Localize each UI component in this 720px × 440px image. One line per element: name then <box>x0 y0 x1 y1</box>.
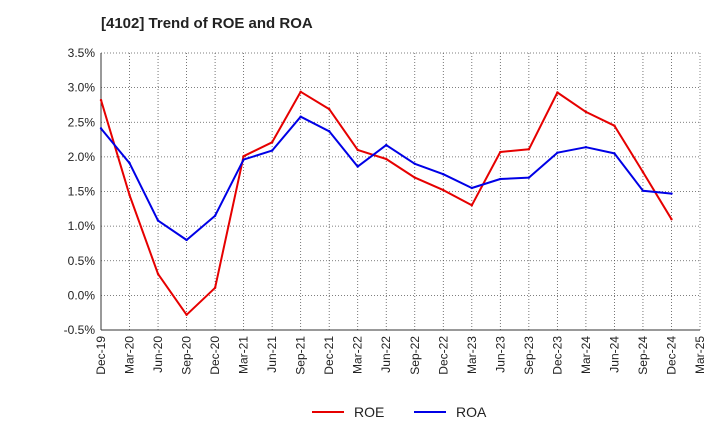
data-point-roa <box>499 177 502 181</box>
x-tick-label: Mar-25 <box>693 336 707 374</box>
data-point-roa <box>385 143 388 147</box>
data-point-roe <box>299 90 302 93</box>
data-point-roa <box>470 186 474 190</box>
x-tick-label: Dec-21 <box>322 336 336 375</box>
data-point-roe <box>128 193 131 197</box>
x-tick-label: Dec-22 <box>436 336 450 375</box>
data-point-roe <box>670 218 673 221</box>
legend-item-roe: ROE <box>312 404 384 420</box>
line-chart: -0.5% 0.0% 0.5% 1.0% 1.5% 2.0% 2.5% 3.0% 3.5% Dec… <box>64 46 707 375</box>
data-point-roe <box>556 91 559 94</box>
data-point-roa <box>670 192 673 195</box>
data-point-roa <box>213 214 217 217</box>
legend: ROE ROA <box>0 404 720 426</box>
data-point-roa <box>327 130 331 133</box>
data-point-roa <box>242 158 245 161</box>
data-point-roe <box>470 204 474 207</box>
legend-item-roa: ROA <box>414 404 486 420</box>
data-point-roa <box>613 152 616 155</box>
data-point-roa <box>128 161 131 165</box>
x-tick-label: Dec-19 <box>94 336 108 375</box>
data-point-roa <box>156 219 160 222</box>
x-tick-label: Mar-22 <box>351 336 365 374</box>
legend-swatch-roe <box>312 411 344 413</box>
data-point-roe <box>356 148 359 152</box>
data-point-roe <box>242 154 245 158</box>
legend-label-roe: ROE <box>354 404 385 420</box>
data-point-roe <box>270 141 274 144</box>
data-point-roe <box>527 148 531 151</box>
data-point-roa <box>584 145 588 149</box>
data-point-roe <box>385 157 388 161</box>
data-point-roa <box>641 189 645 193</box>
data-point-roe <box>613 124 616 127</box>
x-tick-label: Jun-23 <box>493 336 507 373</box>
data-point-roe <box>584 110 588 114</box>
data-point-roa <box>556 151 559 154</box>
data-point-roe <box>213 286 217 289</box>
y-tick-label: -0.5% <box>64 323 96 337</box>
x-tick-label: Dec-23 <box>550 336 564 375</box>
y-tick-label: 1.0% <box>68 219 96 233</box>
x-tick-label: Mar-24 <box>579 336 593 374</box>
data-point-roe <box>156 272 160 276</box>
data-point-roa <box>99 127 103 130</box>
data-point-roa <box>527 176 531 179</box>
data-point-roa <box>299 115 302 118</box>
x-tick-label: Jun-22 <box>379 336 393 373</box>
data-point-roe <box>499 150 502 154</box>
data-point-roa <box>356 165 359 168</box>
data-point-roa <box>270 149 274 152</box>
x-tick-label: Sep-20 <box>180 336 194 375</box>
x-tick-label: Mar-20 <box>123 336 137 374</box>
data-point-roe <box>327 107 331 111</box>
y-tick-label: 0.5% <box>68 254 96 268</box>
legend-swatch-roa <box>414 411 446 413</box>
legend-label-roa: ROA <box>456 404 487 420</box>
y-tick-label: 0.0% <box>68 288 96 302</box>
x-tick-label: Sep-24 <box>636 336 650 375</box>
y-tick-label: 2.5% <box>68 115 96 129</box>
plot-area <box>101 53 700 330</box>
x-tick-label: Mar-23 <box>465 336 479 374</box>
y-tick-label: 1.5% <box>68 185 96 199</box>
y-tick-label: 3.0% <box>68 81 96 95</box>
y-tick-label: 2.0% <box>68 150 96 164</box>
x-tick-label: Jun-20 <box>151 336 165 373</box>
x-tick-label: Mar-21 <box>237 336 251 374</box>
data-point-roe <box>185 313 188 316</box>
data-point-roe <box>442 188 445 192</box>
x-tick-label: Sep-21 <box>294 336 308 375</box>
y-tick-label: 3.5% <box>68 46 96 60</box>
data-point-roe <box>99 98 103 102</box>
x-tick-label: Sep-22 <box>408 336 422 375</box>
x-tick-label: Sep-23 <box>522 336 536 375</box>
data-point-roe <box>413 176 416 179</box>
chart-title: [4102] Trend of ROE and ROA <box>101 15 313 32</box>
x-tick-label: Dec-24 <box>664 336 678 375</box>
data-point-roa <box>185 238 188 242</box>
data-point-roa <box>442 172 445 176</box>
data-point-roe <box>641 170 645 174</box>
x-tick-label: Dec-20 <box>208 336 222 375</box>
x-tick-label: Jun-21 <box>265 336 279 373</box>
data-point-roa <box>413 162 416 165</box>
x-tick-label: Jun-24 <box>607 336 621 373</box>
